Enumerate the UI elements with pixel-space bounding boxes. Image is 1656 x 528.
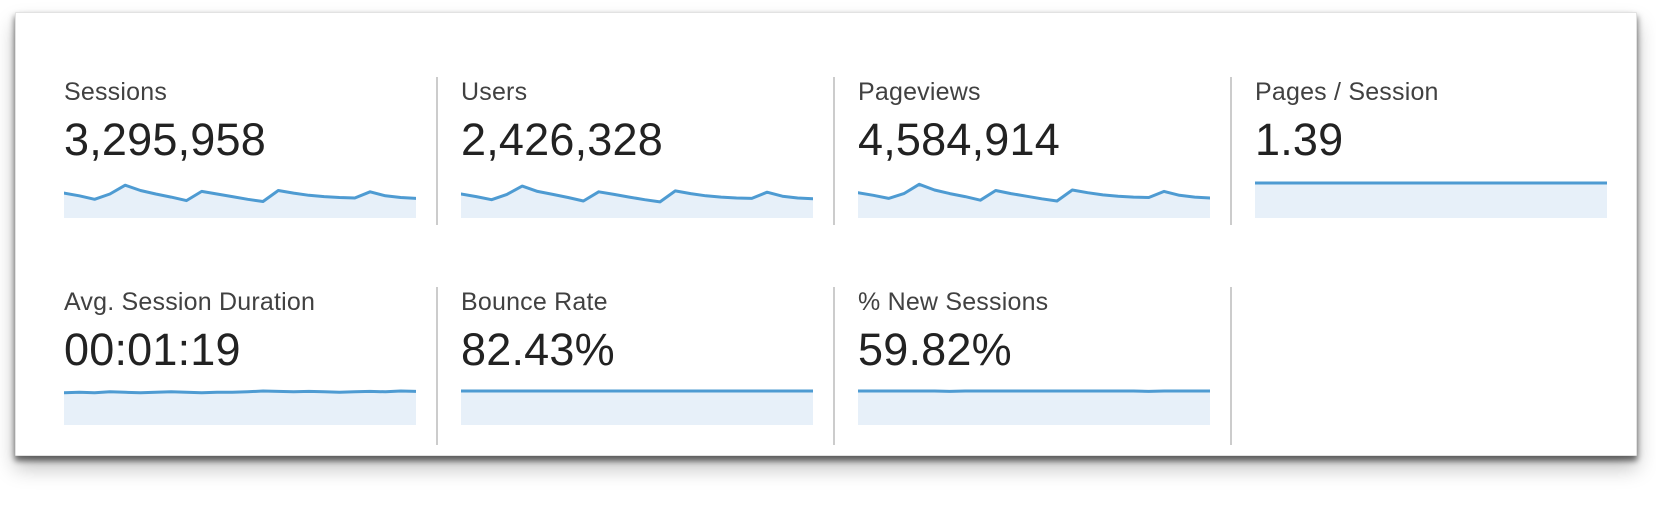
metric-label-sessions: Sessions — [64, 78, 168, 106]
sparkline-pages-per-session[interactable] — [1255, 170, 1607, 218]
metric-card-users: Users 2,426,328 — [436, 77, 833, 225]
metric-value-new-sessions: 59.82% — [858, 324, 1012, 375]
vertical-divider — [436, 287, 438, 445]
sparkline-users[interactable] — [461, 170, 813, 218]
metric-card-bounce-rate: Bounce Rate 82.43% — [436, 287, 833, 445]
metric-label-pages-per-session: Pages / Session — [1255, 78, 1439, 106]
vertical-divider — [436, 77, 438, 225]
sparkline-new-sessions[interactable] — [858, 380, 1210, 425]
metric-card-avg-session-duration: Avg. Session Duration 00:01:19 — [39, 289, 436, 425]
metric-value-pageviews: 4,584,914 — [858, 114, 1060, 165]
analytics-metrics-panel: Sessions 3,295,958 Users 2,426,328 Pagev… — [15, 12, 1637, 456]
metric-label-users: Users — [461, 78, 528, 106]
vertical-divider — [1230, 287, 1232, 445]
sparkline-bounce-rate[interactable] — [461, 380, 813, 425]
metrics-row-top: Sessions 3,295,958 Users 2,426,328 Pagev… — [39, 77, 1627, 225]
metric-card-sessions: Sessions 3,295,958 — [39, 79, 436, 218]
metric-value-pages-per-session: 1.39 — [1255, 114, 1344, 165]
metric-value-users: 2,426,328 — [461, 114, 663, 165]
metric-label-bounce-rate: Bounce Rate — [461, 288, 608, 316]
empty-metric-slot — [1230, 287, 1627, 445]
metric-card-pageviews: Pageviews 4,584,914 — [833, 77, 1230, 225]
sparkline-sessions[interactable] — [64, 170, 416, 218]
metric-card-new-sessions: % New Sessions 59.82% — [833, 287, 1230, 445]
metric-value-avg-session-duration: 00:01:19 — [64, 324, 241, 375]
vertical-divider — [833, 287, 835, 445]
metric-label-avg-session-duration: Avg. Session Duration — [64, 288, 316, 316]
metric-label-new-sessions: % New Sessions — [858, 288, 1049, 316]
metric-value-bounce-rate: 82.43% — [461, 324, 615, 375]
sparkline-avg-session-duration[interactable] — [64, 380, 416, 425]
vertical-divider — [833, 77, 835, 225]
vertical-divider — [1230, 77, 1232, 225]
metric-value-sessions: 3,295,958 — [64, 114, 266, 165]
metrics-row-bottom: Avg. Session Duration 00:01:19 Bounce Ra… — [39, 287, 1627, 445]
metric-card-pages-per-session: Pages / Session 1.39 — [1230, 77, 1627, 225]
metric-label-pageviews: Pageviews — [858, 78, 981, 106]
sparkline-pageviews[interactable] — [858, 170, 1210, 218]
